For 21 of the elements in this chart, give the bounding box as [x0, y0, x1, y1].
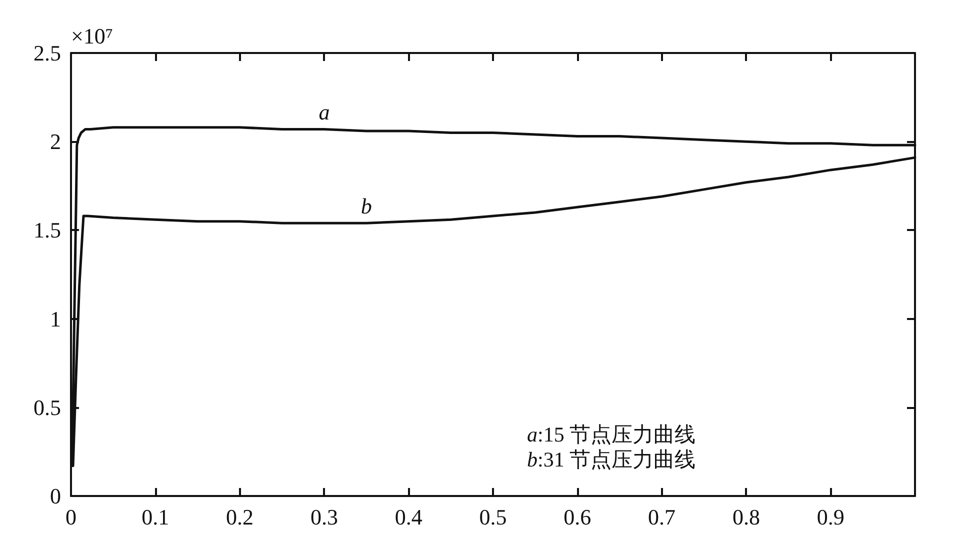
y-axis-title: ×10⁷ [71, 24, 114, 48]
x-tick-label: 0.1 [142, 504, 170, 530]
x-tick-label: 0.5 [479, 504, 507, 530]
annotation: a:15 节点压力曲线 [527, 422, 696, 446]
x-tick-label: 0.4 [394, 504, 422, 530]
y-tick-label: 2.5 [34, 40, 61, 66]
x-tick-label: 0.7 [648, 504, 676, 530]
x-tick-label: 0.2 [226, 504, 254, 530]
x-tick-label: 0.3 [310, 504, 338, 530]
y-tick-label: 0.5 [34, 394, 61, 420]
annotation: b:31 节点压力曲线 [527, 448, 696, 472]
y-tick-label: 0 [50, 484, 61, 508]
series-label: a [318, 100, 330, 125]
x-tick-label: 0 [66, 504, 76, 530]
x-tick-label: 0.6 [564, 504, 592, 530]
y-tick-label: 2 [50, 129, 61, 154]
x-tick-label: 0.8 [732, 504, 760, 530]
y-tick-label: 1.5 [34, 218, 61, 243]
x-tick-label: 0.9 [816, 504, 844, 530]
y-tick-label: 1 [50, 306, 61, 332]
series-label: b [360, 194, 372, 219]
